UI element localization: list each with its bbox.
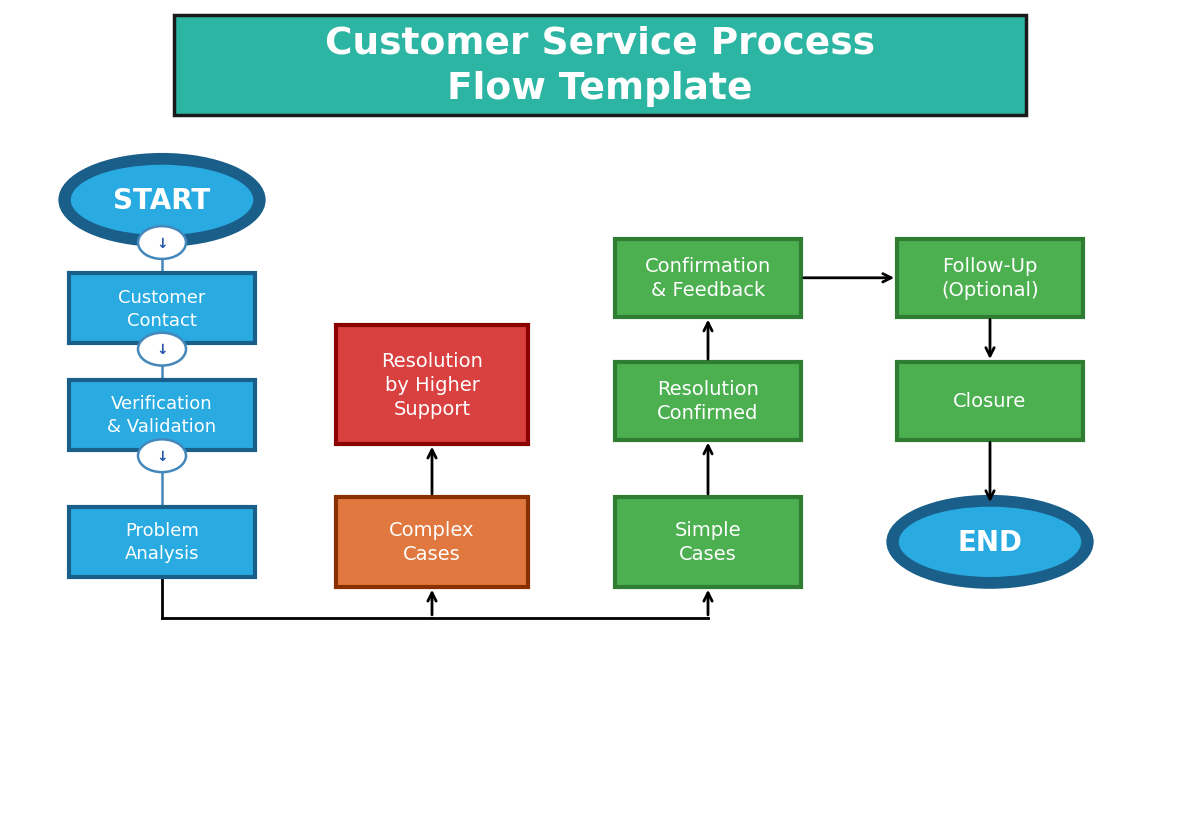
Ellipse shape — [888, 496, 1092, 588]
FancyBboxPatch shape — [70, 274, 256, 344]
FancyBboxPatch shape — [174, 16, 1026, 116]
Text: Resolution
Confirmed: Resolution Confirmed — [658, 380, 758, 423]
Text: START: START — [113, 187, 211, 215]
Text: ↓: ↓ — [156, 449, 168, 464]
Text: ↓: ↓ — [156, 342, 168, 357]
Text: END: END — [958, 528, 1022, 556]
Text: Follow-Up
(Optional): Follow-Up (Optional) — [941, 257, 1039, 300]
Text: Problem
Analysis: Problem Analysis — [125, 522, 199, 563]
Text: Simple
Cases: Simple Cases — [674, 521, 742, 563]
Text: ↓: ↓ — [156, 236, 168, 251]
Circle shape — [138, 227, 186, 260]
FancyBboxPatch shape — [616, 497, 802, 587]
Circle shape — [138, 440, 186, 473]
Circle shape — [138, 333, 186, 366]
FancyBboxPatch shape — [896, 362, 1084, 441]
Text: Closure: Closure — [953, 391, 1027, 411]
FancyBboxPatch shape — [70, 507, 256, 577]
FancyBboxPatch shape — [70, 380, 256, 450]
FancyBboxPatch shape — [616, 239, 802, 317]
FancyBboxPatch shape — [616, 362, 802, 441]
Text: Complex
Cases: Complex Cases — [389, 521, 475, 563]
Ellipse shape — [898, 505, 1084, 579]
FancyBboxPatch shape — [896, 239, 1084, 317]
Text: Customer Service Process
Flow Template: Customer Service Process Flow Template — [325, 25, 875, 107]
Ellipse shape — [70, 164, 256, 238]
Text: Resolution
by Higher
Support: Resolution by Higher Support — [382, 351, 482, 419]
FancyBboxPatch shape — [336, 325, 528, 444]
Text: Customer
Contact: Customer Contact — [119, 288, 205, 329]
Ellipse shape — [60, 155, 265, 247]
FancyBboxPatch shape — [336, 497, 528, 587]
Text: Confirmation
& Feedback: Confirmation & Feedback — [644, 257, 772, 300]
Text: Verification
& Validation: Verification & Validation — [108, 395, 216, 436]
